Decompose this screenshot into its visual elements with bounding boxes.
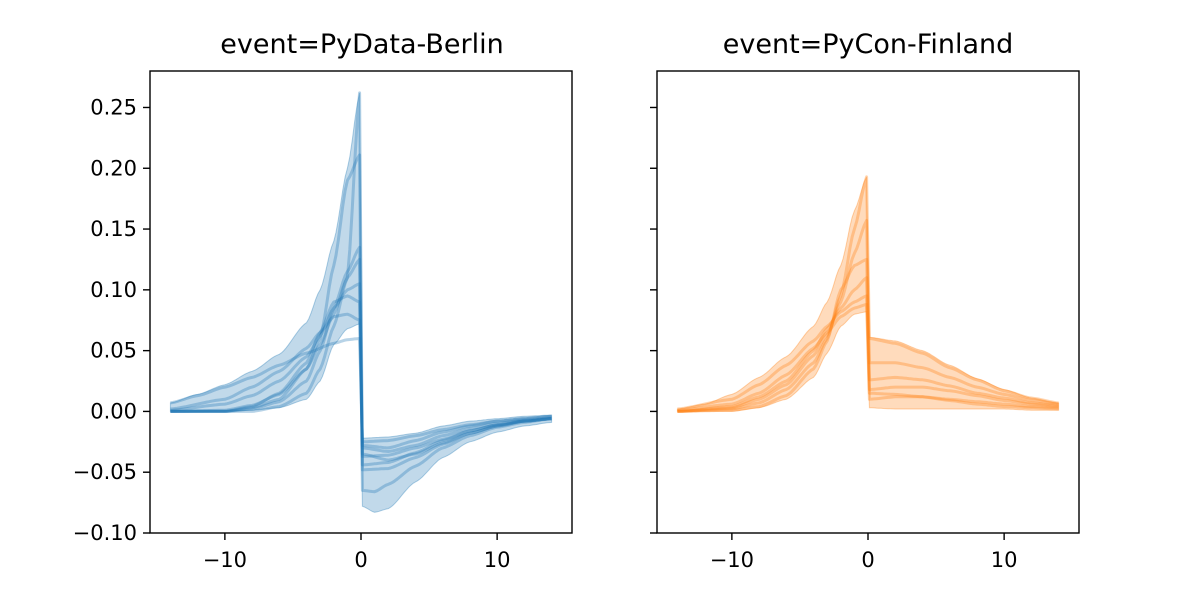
plot-area [676, 175, 1060, 413]
confidence-band [676, 176, 1060, 412]
series-line-2 [677, 175, 1059, 413]
panel-title: event=PyCon-Finland [723, 29, 1014, 60]
panel-pycon-finland: event=PyCon-Finland −10 0 10 [650, 29, 1080, 572]
panel-title: event=PyData-Berlin [220, 29, 503, 60]
panel-pydata-berlin: event=PyData-Berlin −10 0 10 −0.10 −0.05 0.00… [73, 29, 573, 572]
y-tick-label: 0.20 [90, 156, 137, 180]
x-tick-label: 10 [991, 548, 1018, 572]
y-tick-label: −0.05 [73, 460, 137, 484]
series-line-5 [677, 257, 1059, 413]
x-tick-label: 0 [861, 548, 874, 572]
series-line-2 [170, 282, 552, 453]
plot-area [169, 91, 553, 513]
series-line-3 [677, 219, 1059, 413]
series-line-1 [170, 257, 552, 458]
series-line-6 [170, 294, 552, 462]
y-tick-label: 0.00 [90, 399, 137, 423]
series-line-1 [677, 276, 1059, 413]
y-tick-label: 0.05 [90, 339, 137, 363]
y-tick-label: 0.10 [90, 278, 137, 302]
series-line-5 [170, 153, 552, 472]
series-line-7 [170, 91, 552, 467]
x-tick-label: 0 [354, 548, 367, 572]
confidence-band [169, 92, 553, 513]
series-line-8 [170, 312, 552, 450]
y-tick-label: −0.10 [73, 521, 137, 545]
series-line-4 [170, 337, 552, 444]
series-line-6 [677, 294, 1059, 411]
x-tick-label: −10 [710, 548, 754, 572]
y-tick-label: 0.25 [90, 95, 137, 119]
x-tick-label: 10 [484, 548, 511, 572]
series-line-4 [677, 302, 1059, 412]
x-tick-label: −10 [203, 548, 247, 572]
series-line-3 [170, 245, 552, 494]
y-tick-label: 0.15 [90, 217, 137, 241]
